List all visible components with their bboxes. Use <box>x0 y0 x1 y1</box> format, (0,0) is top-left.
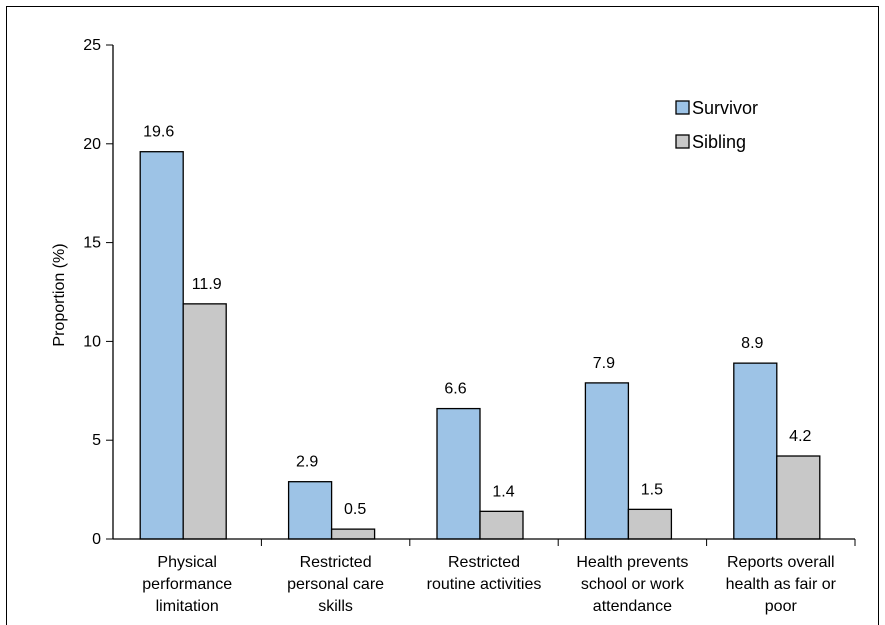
bar-sibling <box>182 303 227 540</box>
legend-label: Survivor <box>692 98 758 118</box>
bar-survivor <box>733 362 778 540</box>
category-label-line: attendance <box>593 598 672 615</box>
category-label-line: Physical <box>157 554 217 571</box>
legend-swatch-survivor <box>675 100 690 115</box>
data-label: 4.2 <box>789 428 811 445</box>
axes <box>112 45 856 546</box>
category-label-line: performance <box>142 576 232 593</box>
category-label: Restricted routine activities <box>427 554 542 593</box>
data-label: 11.9 <box>192 276 222 293</box>
category-label-line: Reports overall <box>727 554 835 571</box>
y-axis-ticks: 0 5 10 15 20 25 <box>83 37 113 548</box>
bar-survivor <box>436 407 481 540</box>
bar-sibling <box>479 510 524 540</box>
y-axis-label: Proportion (%) <box>51 243 68 346</box>
data-label: 1.4 <box>492 483 514 500</box>
category-label-line: limitation <box>156 598 219 615</box>
category-label-line: Health prevents <box>576 554 688 571</box>
category-label: Health prevents school or work attendance <box>576 554 688 615</box>
legend: Survivor Sibling <box>675 98 758 152</box>
category-label-line: skills <box>318 598 353 615</box>
data-label: 0.5 <box>344 501 366 518</box>
y-tick-label: 0 <box>92 531 101 548</box>
y-tick-label: 15 <box>83 235 101 252</box>
category-label-line: personal care <box>287 576 384 593</box>
legend-swatch-sibling <box>675 134 690 149</box>
y-tick-label: 10 <box>83 333 101 350</box>
category-labels: Physical performance limitation Restricted p… <box>142 554 836 615</box>
category-label: Physical performance limitation <box>142 554 232 615</box>
y-tick-label: 20 <box>83 136 101 153</box>
category-label-line: Restricted <box>300 554 372 571</box>
data-label: 6.6 <box>444 381 466 398</box>
category-label: Restricted personal care skills <box>287 554 384 615</box>
legend-label: Sibling <box>692 132 746 152</box>
bar-survivor <box>287 481 333 540</box>
category-label-line: routine activities <box>427 576 542 593</box>
bar-survivor <box>139 151 184 540</box>
data-label: 7.9 <box>593 355 615 372</box>
category-label-line: poor <box>765 598 798 615</box>
bar-sibling <box>627 508 673 540</box>
data-label: 19.6 <box>143 124 174 141</box>
bar-sibling <box>330 528 376 540</box>
data-label: 1.5 <box>641 481 663 498</box>
category-label: Reports overall health as fair or poor <box>726 554 837 615</box>
category-label-line: Restricted <box>448 554 520 571</box>
data-label: 2.9 <box>296 454 318 471</box>
bar-survivor <box>584 382 630 540</box>
y-tick-label: 25 <box>83 37 101 54</box>
bar-sibling <box>776 455 821 540</box>
data-label: 8.9 <box>741 335 763 352</box>
category-label-line: school or work <box>581 576 685 593</box>
category-label-line: health as fair or <box>726 576 837 593</box>
bars: 19.6 2.9 6.6 7.9 8.9 11.9 0.5 1.4 1.5 4.2 <box>139 124 821 540</box>
y-tick-label: 5 <box>92 432 101 449</box>
